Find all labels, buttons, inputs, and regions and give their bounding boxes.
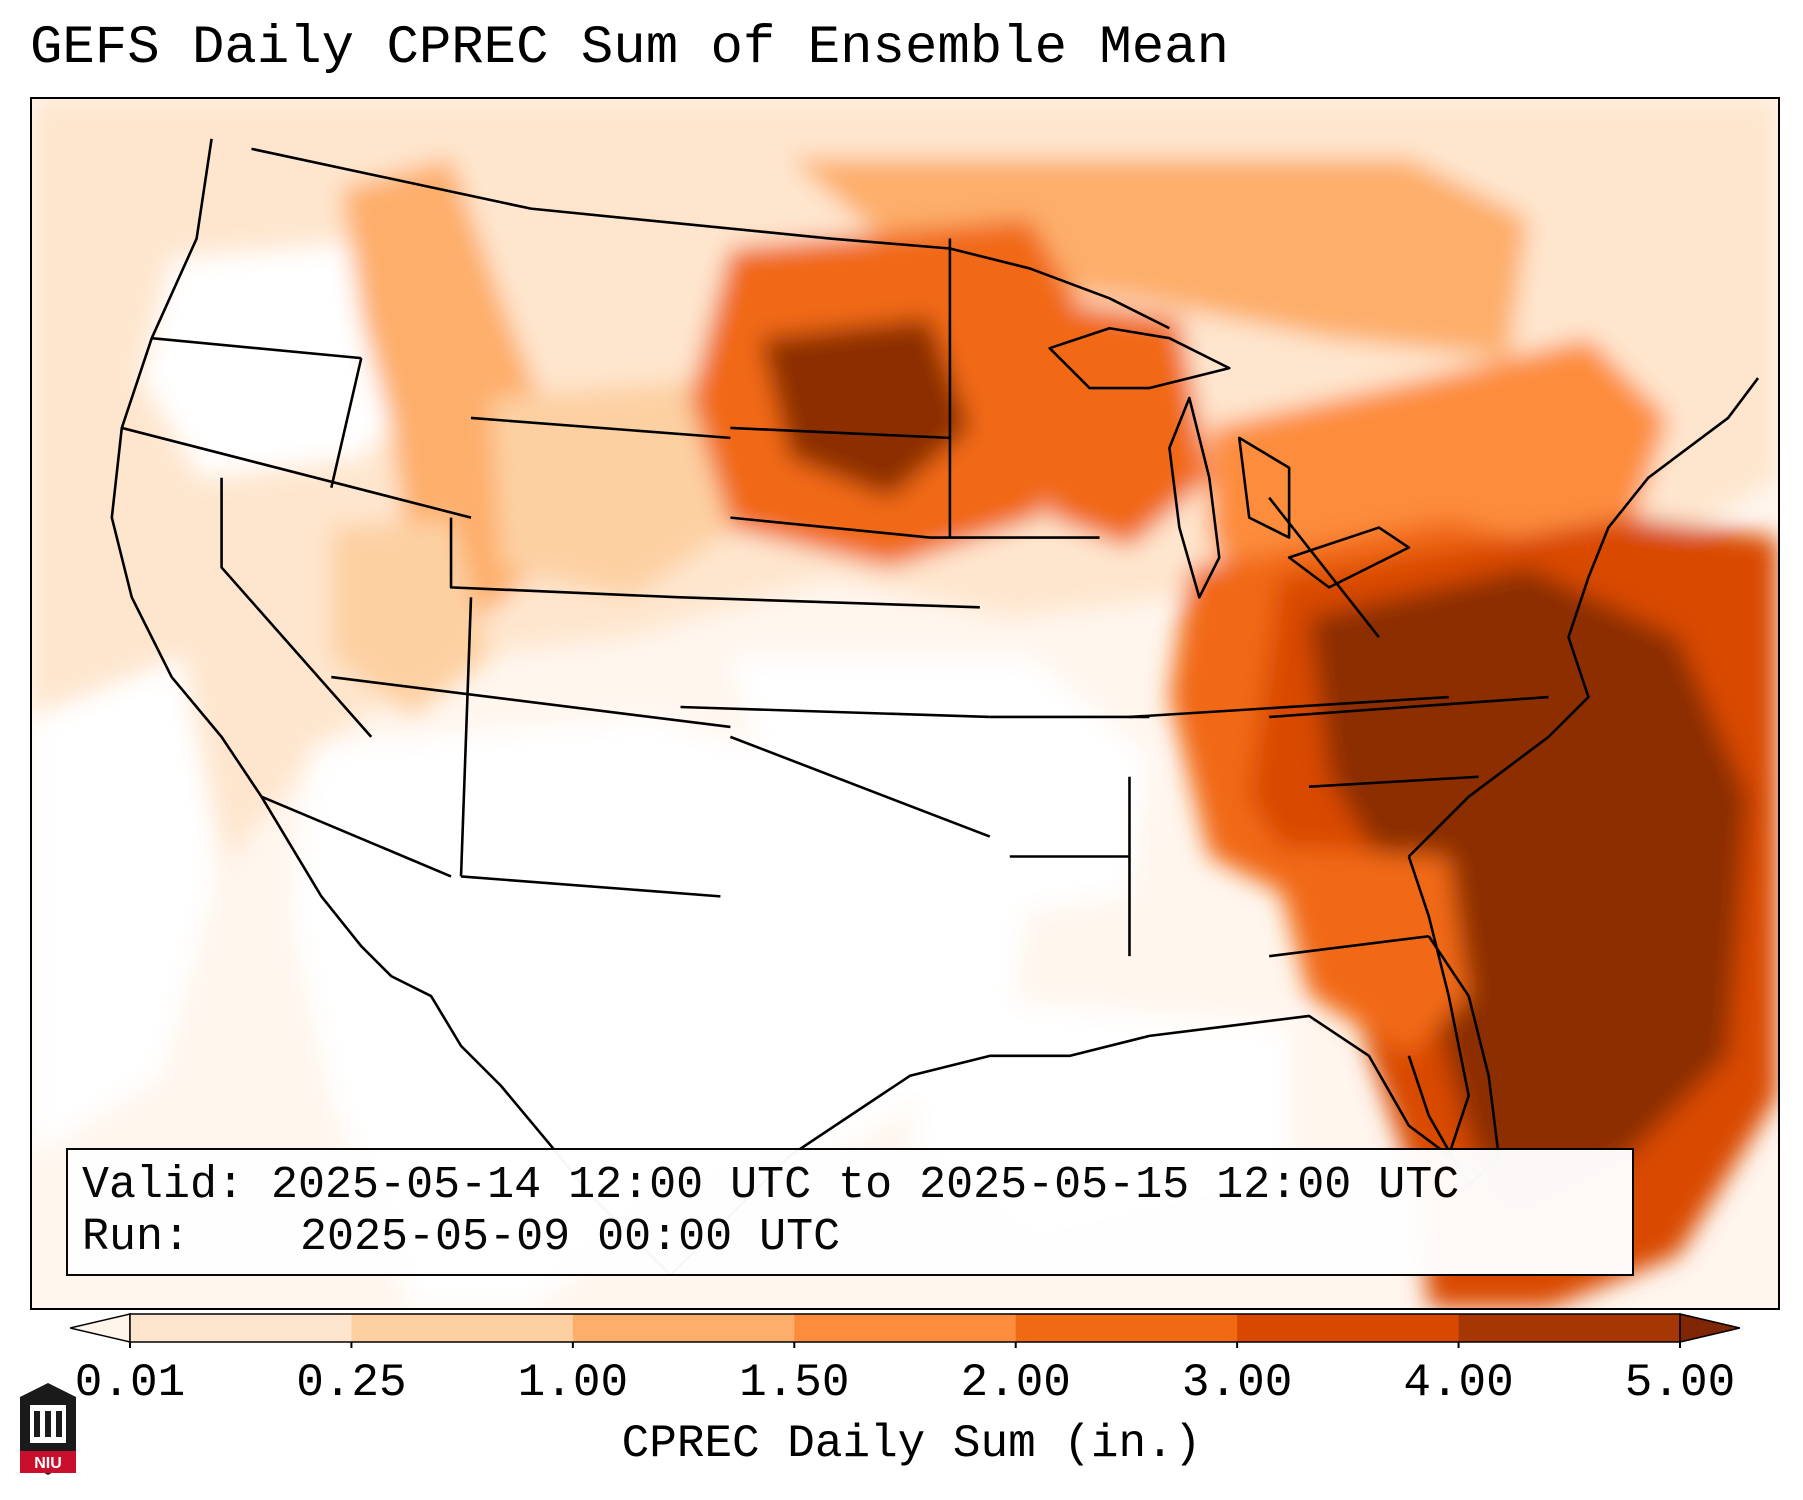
state-line-mt-wy: [470, 416, 731, 440]
colorbar-segment: [351, 1314, 574, 1342]
state-line-ca-nv: [220, 477, 373, 738]
political-boundaries: [110, 138, 1760, 1277]
colorbar-segment: [794, 1314, 1017, 1342]
state-line-tn-ky: [1129, 695, 1449, 719]
colorbar-segment: [572, 1314, 795, 1342]
state-line-va-nc: [1269, 695, 1549, 719]
valid-value: 2025-05-14 12:00 UTC to 2025-05-15 12:00…: [271, 1160, 1460, 1211]
colorbar-segment: [1015, 1314, 1238, 1342]
colorbar-segment: [1458, 1314, 1681, 1342]
run-label: Run:: [82, 1212, 191, 1263]
state-line-ut-az: [331, 675, 731, 729]
validity-info-box: Valid: 2025-05-14 12:00 UTC to 2025-05-1…: [66, 1148, 1634, 1276]
state-line-nm-tx: [460, 875, 721, 898]
precip-zone-southeast: [1269, 846, 1469, 1056]
run-line: Run: 2025-05-09 00:00 UTC: [82, 1212, 840, 1263]
lake-superior: [1048, 326, 1231, 390]
lake-erie: [1287, 526, 1411, 589]
state-line-az-mx: [260, 795, 452, 878]
logo-text: NIU: [34, 1455, 62, 1472]
precip-zone-canada: [790, 158, 1529, 359]
university-logo: NIU: [20, 1383, 76, 1475]
state-line-ks-ok: [680, 705, 990, 719]
colorbar-label: CPREC Daily Sum (in.): [621, 1418, 1202, 1470]
colorbar-tick-label: 4.00: [1403, 1357, 1514, 1409]
state-line-id-mt: [330, 357, 363, 489]
state-line-nd-sd: [730, 426, 950, 440]
run-value: 2025-05-09 00:00 UTC: [300, 1212, 841, 1263]
colorbar-extend-low: [70, 1313, 131, 1343]
colorbar-tick-label: 0.01: [74, 1357, 186, 1409]
colorbar-tick-label: 3.00: [1181, 1357, 1293, 1409]
state-line-ga-fl: [1269, 934, 1429, 958]
state-line-ok-tx: [729, 735, 991, 838]
atlantic-coast: [1407, 377, 1760, 858]
gulf-coast: [669, 856, 1471, 1277]
state-line-oh-pa: [1268, 496, 1380, 639]
precip-zone-wyoming: [490, 378, 751, 598]
map-panel: [30, 97, 1780, 1310]
precip-map: [32, 99, 1778, 1308]
lake-huron: [1237, 436, 1291, 539]
dry-zone-plains: [730, 657, 1150, 917]
precip-shading: [32, 99, 1778, 1308]
state-line-ne-ks: [680, 596, 980, 609]
precip-zone-dakotas-core: [760, 318, 970, 498]
colorbar: [70, 1313, 1740, 1348]
colorbar-tick-label: 2.00: [960, 1357, 1071, 1409]
precip-zone-atlantic-core: [1309, 567, 1749, 1216]
colorbar-tick-label: 1.00: [517, 1357, 629, 1409]
colorbar-extend-high: [1679, 1313, 1740, 1343]
state-line-sd-ne: [730, 516, 931, 539]
map-title: GEFS Daily CPREC Sum of Ensemble Mean: [30, 18, 1229, 79]
colorbar-tick-label: 1.50: [739, 1357, 850, 1409]
colorbar-segment: [1237, 1314, 1460, 1342]
valid-label: Valid:: [82, 1160, 245, 1211]
colorbar-tick-label: 0.25: [296, 1357, 407, 1409]
state-line-wy-co: [449, 517, 681, 599]
colorbar-segment: [130, 1314, 352, 1342]
state-line-wa-or: [151, 336, 362, 360]
lake-michigan: [1168, 396, 1221, 599]
state-line-or-ca-nv: [121, 426, 472, 519]
precip-zone-minnesota: [1029, 298, 1210, 548]
colorbar-tick-label: 5.00: [1624, 1357, 1736, 1409]
state-line-co-nm: [459, 597, 473, 877]
valid-line: Valid: 2025-05-14 12:00 UTC to 2025-05-1…: [82, 1160, 1459, 1211]
state-line-sc-nc: [1308, 775, 1479, 789]
colorbar-outline: [129, 1313, 1681, 1343]
us-coastline: [110, 138, 672, 1277]
dry-zone-pacific: [32, 657, 222, 1156]
